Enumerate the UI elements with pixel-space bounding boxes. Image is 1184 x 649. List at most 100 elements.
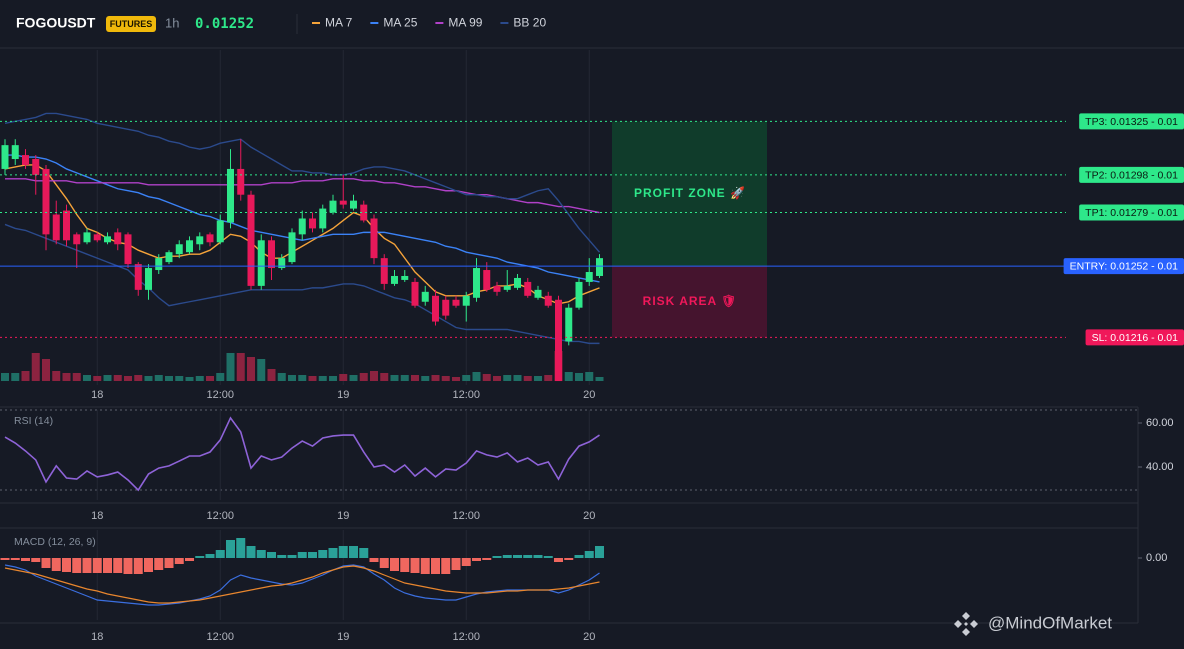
macd-histogram-bar [349,546,358,558]
macd-histogram-bar [369,558,379,562]
volume-bar [113,375,122,381]
macd-histogram-bar [492,556,502,558]
candle-body [391,275,398,284]
volume-bar [83,375,91,381]
macd-histogram-bar [574,555,584,558]
level-tag [1079,166,1184,183]
volume-bar [370,371,378,381]
candle-body [196,236,204,245]
macd-histogram-bar [461,558,471,566]
macd-histogram-bar [144,558,153,572]
volume-bar [452,377,460,381]
macd-histogram-bar [10,558,20,560]
candle-body [483,270,491,290]
volume-bar [308,376,317,381]
x-tick-label: 12:00 [452,631,480,643]
volume-bar [595,377,604,381]
candle-body [165,252,173,263]
volume-bar [441,376,450,381]
macd-histogram-bar [0,558,10,560]
volume-bar [380,373,389,381]
macd-histogram-bar [256,550,266,558]
volume-bar [52,371,61,381]
volume-bar [195,376,204,381]
volume-bar [175,376,184,381]
level-tag [1063,258,1184,275]
level-name: SL: 0.01216 [1092,332,1149,344]
macd-histogram-bar [533,555,543,558]
candle-body [544,295,552,306]
macd-histogram-bar [205,554,215,558]
candle-body [268,240,275,269]
volume-bar [144,376,153,381]
macd-histogram-bar [236,538,246,558]
x-tick-label: 20 [583,510,595,522]
x-tick-label: 20 [583,389,595,401]
macd-histogram-bar [123,558,133,574]
volume-bar [277,373,286,381]
macd-histogram-bar [431,558,440,574]
macd-histogram-bar [267,552,276,558]
macd-histogram-bar [328,548,338,558]
level-tag [1085,329,1184,346]
macd-histogram-bar [113,558,123,573]
candle-body [32,159,40,175]
volume-bar [247,357,255,381]
level-name: ENTRY: 0.01252 [1070,260,1149,272]
level-name: TP1: 0.01279 [1085,207,1148,219]
candle-body [114,232,122,245]
candle-body [63,210,70,241]
candle-body [83,232,91,243]
legend-label: MA 25 [383,16,417,30]
level-label: TP1: 0.01279 - 0.01 [1085,207,1178,219]
macd-histogram-bar [554,558,563,562]
y-tick-label: 40.00 [1146,461,1174,473]
x-tick-label: 19 [337,631,349,643]
x-tick-label: 12:00 [206,510,234,522]
macd-histogram-bar [441,558,451,574]
indicator-line [4,112,601,253]
badge-bg [106,16,156,32]
volume-bar [575,373,583,381]
candle-body [155,258,163,271]
x-tick-label: 18 [91,510,103,522]
candle-body [52,214,60,241]
macd-histogram-bar [195,556,205,558]
macd-histogram-bar [513,555,522,558]
signal-line [4,565,600,604]
level-name: TP3: 0.01325 [1085,116,1148,128]
candle-body [175,244,183,255]
candle-body [22,155,29,165]
macd-histogram-bar [297,552,307,558]
macd-histogram-bar [318,550,328,558]
level-tail: - 0.01 [1151,260,1178,272]
candle-body [329,200,337,213]
volume-bar [298,375,307,381]
volume-bar [585,372,594,381]
volume-bar [72,373,81,381]
volume-bar [503,375,512,381]
candle-body [565,307,573,342]
zone [612,121,767,267]
macd-histogram-bar [277,555,287,558]
macd-histogram-bar [338,546,348,558]
watermark: @MindOfMarket [988,613,1112,632]
macd-histogram-bar [390,558,399,571]
volume-bar [1,373,9,381]
level-tail: - 0.01 [1151,169,1178,181]
macd-histogram-bar [246,546,256,558]
macd-histogram-bar [482,558,492,560]
macd-histogram-bar [502,555,512,558]
candle-body [524,281,532,296]
candle-body [411,281,419,306]
macd-histogram-bar [82,558,92,573]
macd-histogram-bar [31,558,41,562]
x-tick-label: 18 [91,631,103,643]
candle-body [380,258,388,284]
volume-bar [62,373,71,381]
x-tick-label: 18 [91,389,103,401]
candle-body [503,285,511,290]
volume-bar [359,373,368,381]
volume-bar [431,375,440,381]
